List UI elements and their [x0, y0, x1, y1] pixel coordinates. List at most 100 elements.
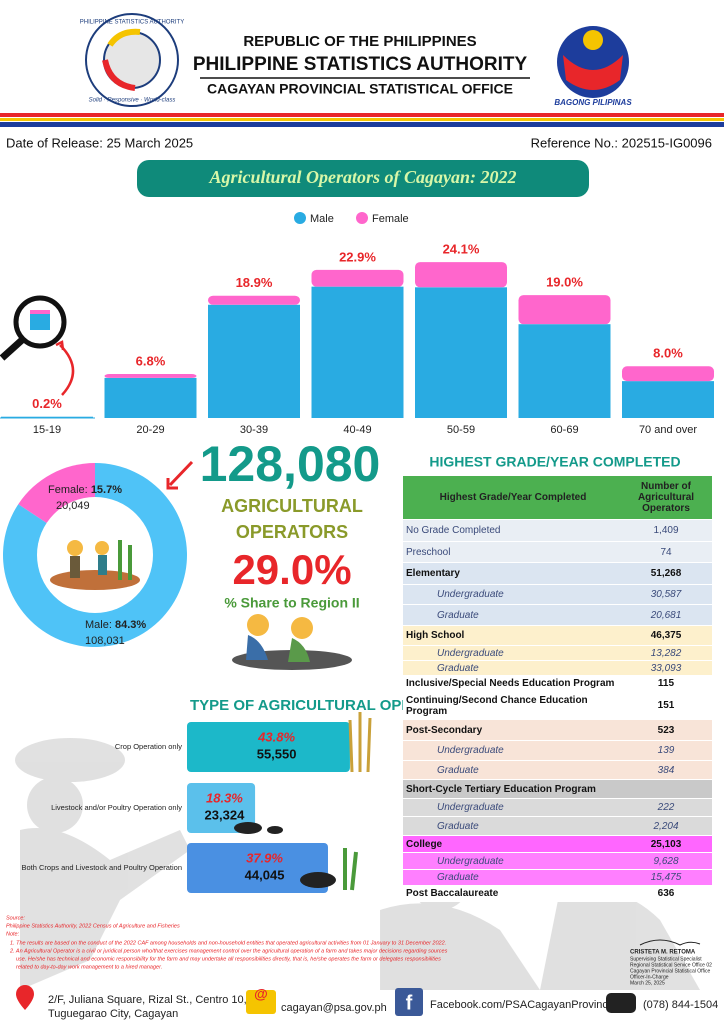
facebook: Facebook.com/PSACagayanProvince: [430, 999, 614, 1011]
row-value: 115: [657, 678, 675, 689]
row-value: 25,103: [650, 838, 682, 850]
illustration: [343, 848, 358, 891]
x-tick-label: 50-59: [447, 424, 475, 436]
bar-segment: [104, 374, 197, 378]
title-banner: [137, 160, 589, 197]
note-line: related to day-to-day work management to…: [16, 964, 162, 970]
release-date: Date of Release: 25 March 2025: [6, 135, 193, 150]
row-label: Inclusive/Special Needs Education Progra…: [406, 678, 615, 689]
table-row: Graduate 2,204: [403, 817, 712, 836]
note-line: 1. The results are based on the conduct …: [10, 940, 446, 946]
bar-segment: [518, 295, 611, 325]
row-value: 33,093: [650, 662, 682, 674]
h-bar-count: 55,550: [257, 746, 297, 761]
row-value: 151: [657, 700, 675, 711]
row-label: Short-Cycle Tertiary Education Program: [406, 783, 596, 795]
bar-segment: [415, 262, 507, 288]
total-operators: 128,080: [200, 436, 381, 492]
illustration: [98, 555, 107, 575]
row-value: 139: [657, 745, 675, 756]
table-row: Undergraduate 139: [403, 741, 712, 761]
signatory-name: CRISTETA M. RETOMA: [630, 950, 696, 956]
row-value: 13,282: [650, 647, 682, 659]
illustration: [348, 712, 372, 773]
table-row: Post-Secondary 523: [403, 720, 712, 741]
x-tick-label: 70 and over: [639, 424, 697, 436]
row-value: 9,628: [653, 855, 679, 867]
table-row: Inclusive/Special Needs Education Progra…: [403, 676, 712, 692]
education-table: Highest Grade/Year Completed Number of Ag…: [403, 476, 712, 902]
row-label: Undergraduate: [437, 855, 504, 867]
bar-segment: [622, 366, 714, 382]
table-row: Undergraduate 13,282: [403, 646, 712, 661]
pie-label: Female: 15.7%: [48, 484, 122, 496]
row-value: 636: [657, 888, 675, 899]
headline-line2: OPERATORS: [236, 522, 348, 542]
source-label: Source:: [6, 915, 25, 921]
total-label: 22.9%: [339, 249, 376, 264]
bar-segment: [104, 377, 197, 418]
pie-count: 20,049: [56, 500, 90, 512]
signatory-line: March 25, 2025: [630, 980, 665, 986]
table-row: Short-Cycle Tertiary Education Program: [403, 780, 712, 799]
x-tick-label: 40-49: [343, 424, 371, 436]
table-row: Elementary 51,268: [403, 563, 712, 585]
bar-segment: [622, 381, 714, 418]
table-row: Graduate 20,681: [403, 605, 712, 626]
h-bar: [187, 843, 328, 893]
note-line: use. He/she has technical and economic r…: [16, 956, 441, 962]
logo-text: PHILIPPINE STATISTICS AUTHORITY: [80, 20, 184, 26]
total-label: 8.0%: [653, 346, 683, 361]
table-row: Graduate 384: [403, 761, 712, 780]
row-label: Undergraduate: [437, 589, 504, 600]
table-row: No Grade Completed 1,409: [403, 520, 712, 542]
table-header: Highest Grade/Year Completed Number of Ag…: [403, 476, 712, 520]
row-value: 222: [657, 802, 675, 813]
stripe: [0, 118, 724, 121]
header-line1: REPUBLIC OF THE PHILIPPINES: [243, 33, 476, 50]
row-label: Post-Secondary: [406, 724, 483, 736]
h-bar-count: 44,045: [245, 867, 285, 882]
illustration: [118, 540, 132, 580]
x-tick-label: 20-29: [136, 424, 164, 436]
svg-text:f: f: [406, 992, 413, 1014]
footer: 2/F, Juliana Square, Rizal St., Centro 1…: [16, 985, 718, 1020]
row-label: Undergraduate: [437, 745, 504, 756]
table-row: College 25,103: [403, 836, 712, 853]
signatory-line: Supervising Statistical Specialist: [630, 956, 702, 962]
table-row: Undergraduate 30,587: [403, 585, 712, 605]
x-tick-label: 30-39: [240, 424, 268, 436]
phone: (078) 844-1504: [643, 999, 718, 1011]
row-value: 384: [657, 764, 675, 776]
h-bar-value-label: 18.3%: [206, 790, 243, 805]
h-bar: [187, 783, 256, 833]
row-value: 1,409: [653, 525, 679, 536]
pie-label: Male: 84.3%: [85, 619, 146, 631]
h-bar-count: 23,324: [205, 807, 246, 822]
right-logo-text: BAGONG PILIPINAS: [554, 98, 632, 107]
illustration: [70, 556, 80, 578]
signatory: CRISTETA M. RETOMA Supervising Statistic…: [630, 939, 712, 986]
bar-segment: [208, 304, 300, 418]
illustration: [267, 826, 283, 834]
row-label: Undergraduate: [437, 647, 504, 659]
header-cell: Number of Agricultural Operators: [637, 481, 695, 514]
bar-segment: [311, 286, 404, 418]
type-title: TYPE OF AGRICULTURAL OPERATOR: [190, 697, 464, 714]
illustration: [50, 570, 140, 590]
row-label: No Grade Completed: [406, 525, 501, 536]
h-bar-category: Both Crops and Livestock and Poultry Ope…: [21, 863, 182, 872]
legend-swatch: [294, 212, 306, 224]
row-value: 30,587: [650, 589, 682, 600]
legend-swatch: [356, 212, 368, 224]
share-value: 29.0%: [232, 546, 351, 593]
bar-segment: [415, 287, 507, 418]
table-row: Undergraduate 222: [403, 799, 712, 817]
row-value: 46,375: [650, 630, 682, 641]
row-label: Preschool: [406, 546, 451, 558]
row-label: Graduate: [437, 872, 479, 883]
total-label: 18.9%: [236, 275, 273, 290]
x-tick-label: 15-19: [33, 424, 61, 436]
row-label: Undergraduate: [437, 802, 504, 813]
psa-logo: PHILIPPINE STATISTICS AUTHORITY Solid · …: [80, 13, 184, 107]
